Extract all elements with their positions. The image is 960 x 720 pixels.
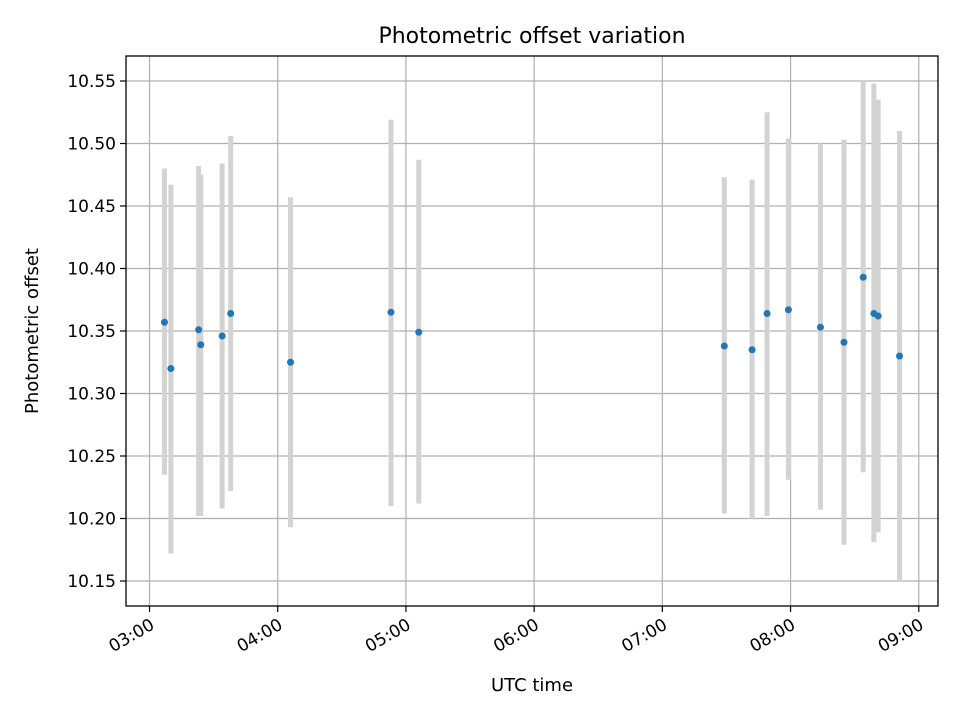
data-point	[859, 273, 867, 281]
x-tick-label: 06:00	[490, 615, 542, 657]
data-point	[896, 352, 904, 360]
y-axis-ticks: 10.15 10.20 10.25 10.30 10.35 10.40 10.45 10.50…	[67, 72, 126, 592]
data-point	[287, 358, 295, 366]
y-tick-label: 10.15	[67, 572, 116, 592]
data-point	[840, 338, 848, 346]
y-tick-label: 10.40	[67, 260, 116, 280]
grid	[126, 56, 938, 606]
x-axis-ticks: 03:00 04:00 05:00 06:00 07:00 08:00 09:00	[106, 606, 927, 657]
x-axis-label: UTC time	[491, 675, 573, 696]
y-tick-label: 10.50	[67, 135, 116, 155]
x-tick-label: 07:00	[618, 615, 670, 657]
data-point	[763, 310, 771, 317]
y-tick-label: 10.55	[67, 72, 116, 92]
data-point	[720, 342, 728, 350]
x-tick-label: 04:00	[234, 615, 286, 657]
data-point	[748, 346, 756, 354]
data-point	[816, 323, 824, 331]
data-point	[197, 341, 205, 349]
data-point	[167, 365, 175, 372]
chart-title: Photometric offset variation	[378, 24, 685, 49]
x-tick-label: 05:00	[362, 615, 414, 657]
y-tick-label: 10.35	[67, 322, 116, 342]
y-tick-label: 10.45	[67, 197, 116, 217]
data-points	[160, 273, 904, 372]
y-tick-label: 10.30	[67, 385, 116, 405]
x-tick-label: 08:00	[747, 615, 799, 657]
data-point	[874, 312, 882, 320]
data-point	[160, 318, 168, 326]
data-point	[784, 306, 792, 314]
data-point	[227, 310, 235, 317]
y-tick-label: 10.20	[67, 510, 116, 530]
data-point	[218, 332, 226, 340]
x-tick-label: 09:00	[875, 615, 927, 657]
data-point	[415, 328, 423, 336]
y-tick-label: 10.25	[67, 447, 116, 467]
data-point	[195, 326, 203, 334]
y-axis-label: Photometric offset	[22, 248, 43, 414]
data-point	[387, 308, 395, 316]
x-tick-label: 03:00	[106, 615, 158, 657]
